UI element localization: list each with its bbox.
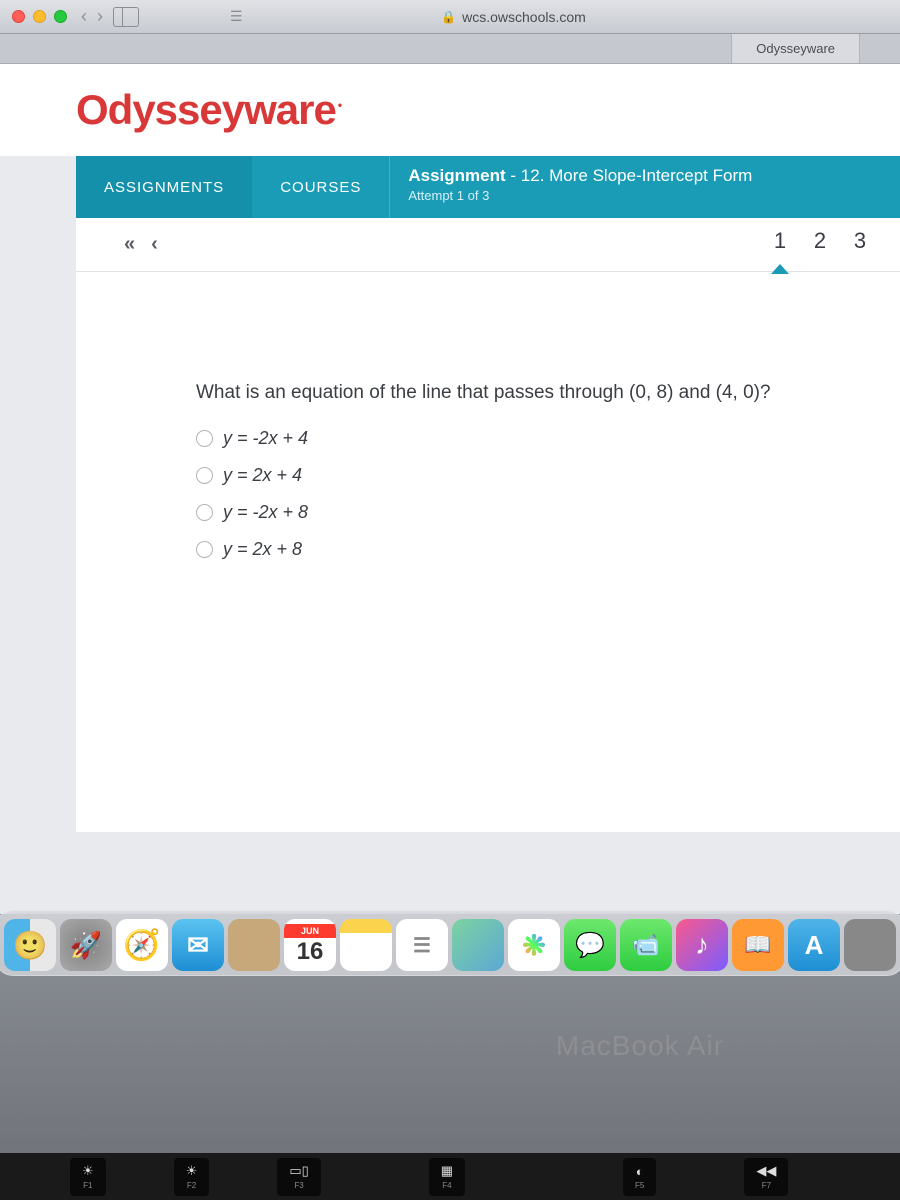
tab-label: Odysseyware — [756, 41, 835, 56]
assignment-label-bold: Assignment — [408, 166, 505, 185]
radio-a[interactable] — [196, 430, 213, 447]
answer-options: y = -2x + 4 y = 2x + 4 y = -2x + 8 y = 2… — [196, 428, 850, 560]
option-c[interactable]: y = -2x + 8 — [196, 502, 850, 523]
question-number-1[interactable]: 1 — [760, 228, 800, 262]
window-controls — [12, 10, 67, 23]
lock-icon: 🔒 — [441, 10, 456, 24]
url-text: wcs.owschools.com — [462, 9, 586, 25]
nav-courses[interactable]: COURSES — [252, 156, 389, 218]
nav-assignments-label: ASSIGNMENTS — [104, 179, 224, 196]
close-window-button[interactable] — [12, 10, 25, 23]
logo-area: Odysseyware• — [0, 64, 900, 156]
notes-icon[interactable] — [340, 919, 392, 971]
option-b[interactable]: y = 2x + 4 — [196, 465, 850, 486]
radio-b[interactable] — [196, 467, 213, 484]
first-question-button[interactable]: « — [116, 229, 143, 260]
option-a[interactable]: y = -2x + 4 — [196, 428, 850, 449]
f4-key: ▦F4 — [429, 1158, 465, 1196]
finder-icon[interactable] — [4, 919, 56, 971]
question-numbers: 1 2 3 — [760, 228, 880, 262]
f3-key: ▭▯F3 — [277, 1158, 320, 1196]
assignment-header: Assignment - 12. More Slope-Intercept Fo… — [389, 156, 900, 218]
launchpad-icon[interactable] — [60, 919, 112, 971]
photos-icon[interactable] — [508, 919, 560, 971]
itunes-icon[interactable] — [676, 919, 728, 971]
browser-toolbar: ‹ › ☰ 🔒 wcs.owschools.com — [0, 0, 900, 34]
forward-button[interactable]: › — [97, 6, 103, 27]
prev-question-button[interactable]: ‹ — [143, 229, 166, 260]
back-button[interactable]: ‹ — [81, 6, 87, 27]
option-c-text: y = -2x + 8 — [223, 502, 308, 523]
calendar-month: JUN — [284, 924, 336, 938]
option-a-text: y = -2x + 4 — [223, 428, 308, 449]
odysseyware-logo: Odysseyware• — [76, 86, 900, 134]
maximize-window-button[interactable] — [54, 10, 67, 23]
calendar-icon[interactable]: JUN 16 — [284, 919, 336, 971]
nav-courses-label: COURSES — [280, 179, 361, 196]
page-content: Odysseyware• ASSIGNMENTS COURSES Assignm… — [0, 64, 900, 914]
browser-tab[interactable]: Odysseyware — [731, 34, 860, 63]
radio-d[interactable] — [196, 541, 213, 558]
dock: JUN 16 — [0, 910, 900, 976]
question-nav-bar: « ‹ 1 2 3 — [76, 218, 900, 272]
generic-app-icon[interactable] — [844, 919, 896, 971]
minimize-window-button[interactable] — [33, 10, 46, 23]
calendar-day: 16 — [297, 938, 324, 966]
mail-icon[interactable] — [172, 919, 224, 971]
maps-icon[interactable] — [452, 919, 504, 971]
safari-icon[interactable] — [116, 919, 168, 971]
reminders-icon[interactable] — [396, 919, 448, 971]
option-d-text: y = 2x + 8 — [223, 539, 302, 560]
appstore-icon[interactable] — [788, 919, 840, 971]
radio-c[interactable] — [196, 504, 213, 521]
f2-key: ☀F2 — [174, 1158, 210, 1196]
address-bar[interactable]: 🔒 wcs.owschools.com — [139, 9, 888, 25]
f5-key: ◐F5 — [623, 1158, 656, 1196]
messages-icon[interactable] — [564, 919, 616, 971]
sidebar-toggle-icon[interactable] — [113, 7, 139, 27]
main-nav: ASSIGNMENTS COURSES Assignment - 12. Mor… — [76, 156, 900, 218]
ibooks-icon[interactable] — [732, 919, 784, 971]
logo-text: Odysseyware — [76, 86, 336, 133]
laptop-model-label: MacBook Air — [0, 1030, 900, 1062]
option-b-text: y = 2x + 4 — [223, 465, 302, 486]
assignment-title: Assignment - 12. More Slope-Intercept Fo… — [408, 166, 882, 186]
f1-key: ☀F1 — [70, 1158, 106, 1196]
facetime-icon[interactable] — [620, 919, 672, 971]
reader-icon[interactable]: ☰ — [230, 8, 243, 25]
nav-assignments[interactable]: ASSIGNMENTS — [76, 156, 252, 218]
browser-nav-buttons: ‹ › — [81, 6, 139, 27]
tab-bar: Odysseyware — [0, 34, 900, 64]
contacts-icon[interactable] — [228, 919, 280, 971]
f7-key: ◀◀F7 — [744, 1158, 788, 1196]
dock-area: JUN 16 — [0, 910, 900, 976]
keyboard-function-row: ☀F1 ☀F2 ▭▯F3 ▦F4 ◐F5 ◀◀F7 — [0, 1153, 900, 1200]
option-d[interactable]: y = 2x + 8 — [196, 539, 850, 560]
assignment-name: - 12. More Slope-Intercept Form — [506, 166, 753, 185]
question-text: What is an equation of the line that pas… — [196, 382, 850, 404]
attempt-label: Attempt 1 of 3 — [408, 188, 882, 203]
question-area: What is an equation of the line that pas… — [76, 272, 900, 832]
question-number-3[interactable]: 3 — [840, 228, 880, 262]
question-number-2[interactable]: 2 — [800, 228, 840, 262]
